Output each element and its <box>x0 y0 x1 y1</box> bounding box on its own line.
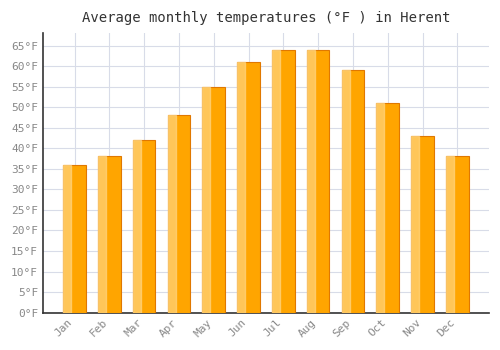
Bar <box>272 50 294 313</box>
Bar <box>342 70 349 313</box>
Bar <box>168 116 175 313</box>
Bar <box>446 156 468 313</box>
Bar <box>98 156 106 313</box>
Bar <box>307 50 314 313</box>
Bar <box>168 116 190 313</box>
Bar <box>133 140 141 313</box>
Bar <box>63 165 71 313</box>
Bar <box>272 50 280 313</box>
Title: Average monthly temperatures (°F ) in Herent: Average monthly temperatures (°F ) in He… <box>82 11 450 25</box>
Bar <box>202 87 210 313</box>
Bar <box>376 103 399 313</box>
Bar <box>342 70 364 313</box>
Bar <box>237 62 260 313</box>
Bar <box>237 62 245 313</box>
Bar <box>446 156 454 313</box>
Bar <box>376 103 384 313</box>
Bar <box>98 156 120 313</box>
Bar <box>411 136 419 313</box>
Bar <box>307 50 330 313</box>
Bar <box>63 165 86 313</box>
Bar <box>133 140 156 313</box>
Bar <box>411 136 434 313</box>
Bar <box>202 87 225 313</box>
